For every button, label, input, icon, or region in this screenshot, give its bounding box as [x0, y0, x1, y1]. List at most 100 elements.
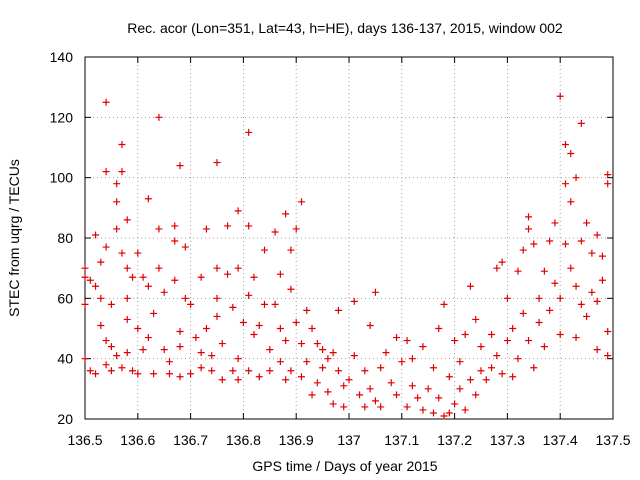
data-point	[118, 140, 126, 148]
data-point	[551, 219, 559, 227]
data-point	[461, 331, 469, 339]
data-point	[313, 379, 321, 387]
data-point	[435, 325, 443, 332]
data-point	[92, 282, 100, 290]
data-point	[525, 337, 533, 345]
data-point	[187, 300, 195, 308]
data-point	[546, 306, 554, 314]
data-point	[134, 370, 142, 378]
data-point	[97, 258, 105, 266]
data-point	[313, 340, 321, 348]
data-point	[440, 300, 448, 308]
data-point	[588, 249, 596, 257]
data-point	[598, 276, 606, 284]
data-point	[292, 225, 300, 233]
data-point	[598, 252, 606, 260]
data-point	[144, 334, 152, 342]
y-tick-label: 120	[50, 109, 74, 125]
data-point	[276, 358, 284, 366]
data-point	[509, 325, 517, 332]
y-tick-labels: 20 40 60 80 100 120 140	[50, 49, 74, 427]
data-point	[234, 264, 242, 272]
data-point	[92, 370, 100, 378]
y-tick-label: 40	[57, 351, 73, 367]
data-point	[556, 294, 564, 302]
data-point	[329, 400, 337, 408]
data-point	[81, 273, 89, 281]
data-point	[297, 373, 305, 381]
data-point	[503, 294, 511, 302]
x-tick-label: 137.1	[384, 432, 419, 448]
data-point	[287, 246, 295, 254]
data-point	[319, 346, 327, 354]
data-point	[350, 297, 358, 305]
data-point	[561, 180, 569, 188]
data-point	[160, 346, 168, 354]
data-point	[604, 352, 612, 360]
data-point	[276, 270, 284, 278]
data-point	[371, 397, 379, 405]
data-point	[250, 331, 258, 339]
data-point	[567, 198, 575, 206]
data-point	[165, 358, 173, 366]
data-point	[187, 370, 195, 378]
data-point	[113, 225, 121, 233]
data-point	[276, 325, 284, 332]
x-tick-label: 137.4	[543, 432, 578, 448]
data-point	[123, 216, 131, 224]
data-point	[493, 264, 501, 272]
data-point	[118, 249, 126, 257]
data-point	[519, 309, 527, 317]
data-point	[561, 140, 569, 148]
data-point	[287, 285, 295, 293]
data-point	[86, 276, 94, 284]
data-point	[387, 379, 395, 387]
data-point	[567, 264, 575, 272]
x-tick-label: 137.5	[595, 432, 630, 448]
data-point	[477, 367, 485, 375]
data-point	[213, 159, 221, 167]
data-point	[509, 373, 517, 381]
data-point	[97, 294, 105, 302]
y-tick-label: 20	[57, 411, 73, 427]
data-point	[377, 403, 385, 411]
data-point	[324, 388, 332, 396]
data-point	[382, 349, 390, 357]
data-point	[334, 367, 342, 375]
data-point	[350, 352, 358, 360]
data-point	[229, 367, 237, 375]
data-point	[107, 300, 115, 308]
data-point	[192, 334, 200, 342]
data-point	[393, 334, 401, 342]
data-point	[424, 385, 432, 393]
axis-ticks	[84, 56, 614, 420]
data-point	[445, 409, 453, 417]
data-point	[202, 325, 210, 332]
data-point	[123, 315, 131, 323]
data-point	[250, 273, 258, 281]
data-point	[171, 237, 179, 245]
data-points	[81, 92, 612, 420]
data-point	[155, 264, 163, 272]
data-point	[577, 300, 585, 308]
data-point	[366, 321, 374, 329]
data-point	[472, 315, 480, 323]
data-point	[361, 367, 369, 375]
x-tick-label: 137.3	[490, 432, 525, 448]
data-point	[176, 343, 184, 351]
data-point	[81, 300, 89, 308]
data-point	[445, 373, 453, 381]
data-point	[377, 364, 385, 372]
data-point	[165, 370, 173, 378]
data-point	[588, 288, 596, 296]
data-point	[213, 312, 221, 320]
data-point	[345, 376, 353, 384]
data-point	[255, 373, 263, 381]
data-point	[604, 171, 612, 179]
data-point	[371, 288, 379, 296]
data-point	[245, 222, 253, 230]
data-point	[197, 273, 205, 281]
data-point	[102, 168, 110, 176]
data-point	[245, 291, 253, 299]
data-point	[604, 180, 612, 188]
